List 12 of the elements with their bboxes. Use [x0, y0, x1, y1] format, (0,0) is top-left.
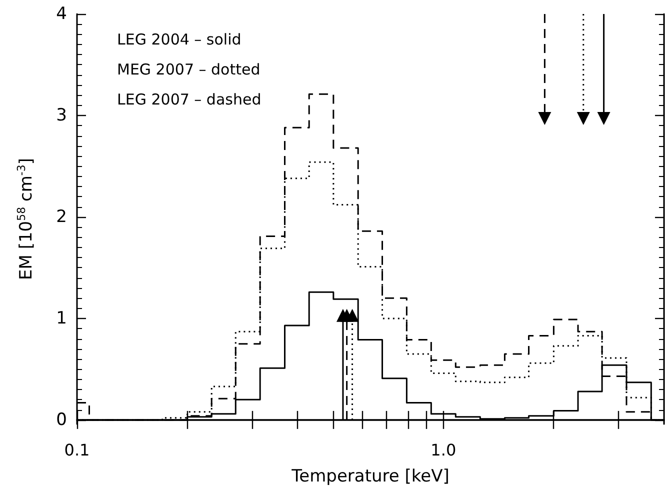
x-axis-title: Temperature [keV] — [290, 466, 450, 486]
y-axis-title: EM [1058 cm-3] — [15, 158, 36, 280]
annotation: MEG 2007 – dotted — [117, 60, 260, 78]
y-tick-label: 0 — [56, 410, 67, 430]
y-tick-label: 1 — [56, 308, 67, 328]
annotation: LEG 2007 – dashed — [117, 90, 262, 108]
y-tick-label: 4 — [56, 4, 67, 24]
x-tick-label: 0.1 — [64, 440, 90, 460]
x-tick-label: 1.0 — [430, 440, 456, 460]
y-tick-label: 3 — [56, 105, 67, 126]
y-tick-label: 2 — [56, 206, 67, 227]
annotation: LEG 2004 – solid — [117, 30, 242, 48]
